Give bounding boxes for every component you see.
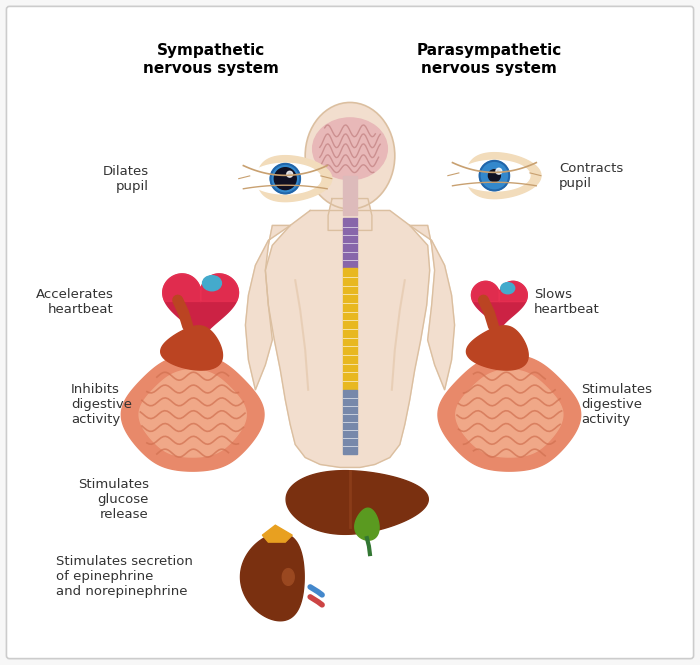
Polygon shape (343, 176, 357, 215)
Text: Parasympathetic
nervous system: Parasympathetic nervous system (416, 43, 562, 76)
Ellipse shape (313, 118, 387, 180)
Polygon shape (163, 274, 239, 342)
Text: Stimulates secretion
of epinephrine
and norepinephrine: Stimulates secretion of epinephrine and … (56, 555, 193, 598)
Circle shape (287, 172, 293, 177)
Polygon shape (246, 225, 290, 390)
Polygon shape (282, 569, 294, 585)
Text: Stimulates
glucose
release: Stimulates glucose release (78, 477, 149, 521)
Text: Slows
heartbeat: Slows heartbeat (534, 288, 600, 316)
Ellipse shape (306, 104, 394, 208)
Text: Stimulates
digestive
activity: Stimulates digestive activity (581, 383, 652, 426)
Text: Dilates
pupil: Dilates pupil (103, 165, 149, 193)
Circle shape (480, 161, 509, 190)
Text: Inhibits
digestive
activity: Inhibits digestive activity (71, 383, 132, 426)
FancyBboxPatch shape (6, 7, 694, 658)
Polygon shape (343, 219, 357, 268)
Polygon shape (459, 160, 530, 191)
Text: Contracts
pupil: Contracts pupil (559, 162, 624, 190)
Polygon shape (328, 199, 372, 231)
Polygon shape (343, 268, 357, 390)
Polygon shape (466, 326, 528, 370)
Circle shape (489, 170, 500, 182)
Polygon shape (343, 390, 357, 454)
Polygon shape (262, 525, 292, 542)
Polygon shape (438, 354, 581, 471)
Circle shape (270, 164, 300, 194)
Polygon shape (258, 156, 332, 201)
Ellipse shape (202, 275, 221, 291)
Polygon shape (163, 274, 239, 302)
Polygon shape (472, 281, 527, 302)
Polygon shape (250, 164, 321, 194)
Text: Sympathetic
nervous system: Sympathetic nervous system (143, 43, 279, 76)
Polygon shape (286, 471, 428, 535)
Ellipse shape (500, 283, 514, 294)
Polygon shape (472, 281, 527, 332)
Text: Accelerates
heartbeat: Accelerates heartbeat (36, 288, 114, 316)
Polygon shape (161, 326, 223, 370)
Circle shape (274, 168, 296, 190)
Polygon shape (265, 211, 430, 467)
Polygon shape (355, 508, 379, 540)
Polygon shape (139, 370, 246, 457)
Polygon shape (456, 370, 563, 457)
Polygon shape (410, 225, 454, 390)
Circle shape (496, 168, 502, 174)
Polygon shape (241, 533, 304, 621)
Polygon shape (121, 354, 264, 471)
Polygon shape (466, 153, 541, 199)
